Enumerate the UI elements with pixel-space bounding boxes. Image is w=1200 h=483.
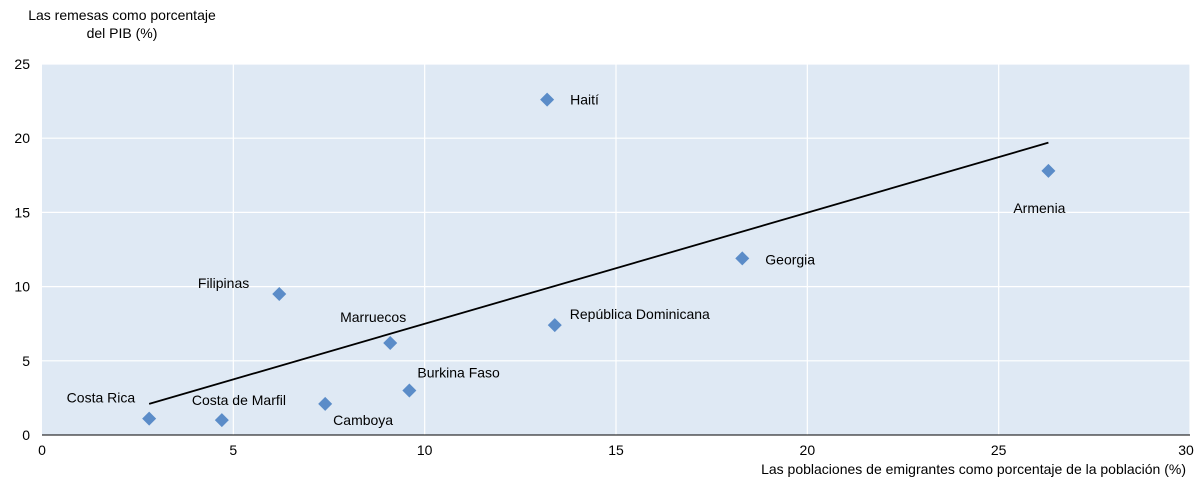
data-point bbox=[735, 251, 750, 266]
data-point bbox=[142, 411, 157, 426]
x-tick-label: 5 bbox=[229, 442, 237, 458]
y-axis-title: Las remesas como porcentaje del PIB (%) bbox=[8, 6, 236, 42]
data-point bbox=[402, 383, 417, 398]
point-label: Burkina Faso bbox=[417, 364, 500, 380]
axes: 0 5 10 15 20 25 30 0 5 10 15 20 25 bbox=[14, 56, 1194, 458]
data-point bbox=[383, 335, 398, 350]
x-tick-label: 25 bbox=[991, 442, 1007, 458]
point-labels: Costa Rica Costa de Marfil Filipinas Camboy… bbox=[67, 92, 1066, 428]
point-label: Marruecos bbox=[340, 309, 406, 325]
x-tick-label: 30 bbox=[1178, 442, 1194, 458]
point-label: República Dominicana bbox=[570, 306, 710, 322]
x-tick-label: 0 bbox=[38, 442, 46, 458]
point-label: Costa de Marfil bbox=[192, 392, 286, 408]
x-tick-label: 10 bbox=[417, 442, 433, 458]
y-tick-label: 25 bbox=[14, 56, 30, 72]
point-label: Armenia bbox=[1013, 200, 1065, 216]
point-label: Haití bbox=[570, 92, 599, 108]
gridlines bbox=[42, 63, 1191, 435]
point-label: Camboya bbox=[333, 412, 393, 428]
trendline-group bbox=[148, 141, 1049, 405]
data-point bbox=[318, 396, 333, 411]
y-axis-title-line-1: Las remesas como porcentaje bbox=[28, 7, 216, 23]
y-tick-label: 10 bbox=[14, 279, 30, 295]
data-point bbox=[540, 92, 555, 107]
trendline bbox=[148, 141, 1049, 405]
data-points bbox=[142, 92, 1056, 428]
x-axis-title: Las poblaciones de emigrantes como porce… bbox=[761, 461, 1186, 477]
x-tick-label: 15 bbox=[608, 442, 624, 458]
data-point bbox=[1041, 163, 1056, 178]
point-label: Georgia bbox=[765, 251, 815, 267]
data-point bbox=[547, 318, 562, 333]
y-tick-label: 0 bbox=[22, 427, 30, 443]
data-point bbox=[214, 413, 229, 428]
x-tick-label: 20 bbox=[800, 442, 816, 458]
y-tick-label: 20 bbox=[14, 130, 30, 146]
data-point bbox=[272, 287, 287, 302]
y-tick-label: 5 bbox=[22, 353, 30, 369]
point-label: Costa Rica bbox=[67, 390, 136, 406]
point-label: Filipinas bbox=[198, 275, 249, 291]
y-axis-title-line-2: del PIB (%) bbox=[86, 25, 158, 41]
y-tick-label: 15 bbox=[14, 204, 30, 220]
